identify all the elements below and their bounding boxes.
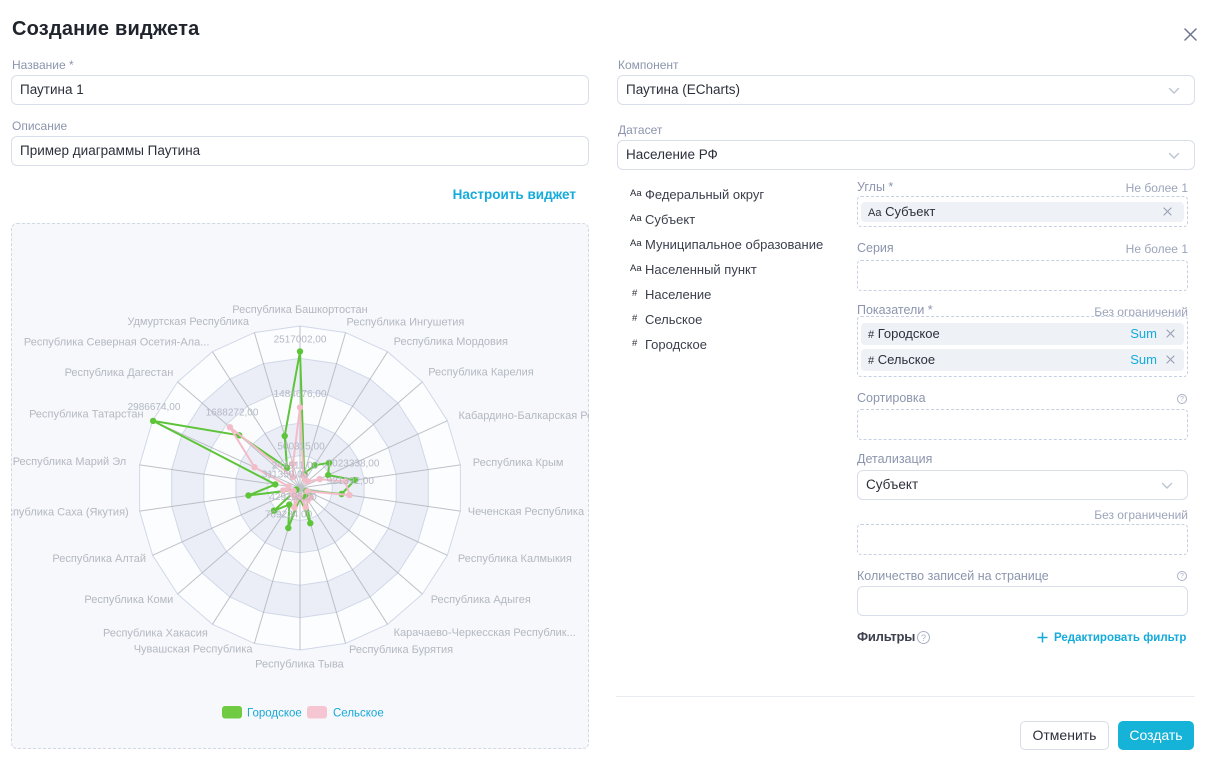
svg-text:429195,00: 429195,00 bbox=[269, 492, 317, 503]
svg-text:Республика Мордовия: Республика Мордовия bbox=[394, 336, 508, 348]
svg-text:Республика Саха (Якутия): Республика Саха (Якутия) bbox=[11, 506, 129, 518]
svg-text:Республика Бурятия: Республика Бурятия bbox=[349, 644, 453, 656]
svg-text:Чеченская Республика: Чеченская Республика bbox=[468, 506, 585, 518]
svg-text:921392,00: 921392,00 bbox=[327, 476, 375, 487]
svg-text:Республика Крым: Республика Крым bbox=[473, 457, 564, 469]
svg-text:1023338,00: 1023338,00 bbox=[327, 459, 380, 470]
svg-text:769234,00: 769234,00 bbox=[265, 510, 313, 521]
svg-text:Республика Калмыкия: Республика Калмыкия bbox=[458, 553, 572, 565]
svg-text:Республика Ингушетия: Республика Ингушетия bbox=[347, 317, 465, 329]
svg-text:Республика Тыва: Республика Тыва bbox=[255, 658, 345, 670]
svg-text:Республика Алтай: Республика Алтай bbox=[52, 553, 146, 565]
svg-text:Карачаево-Черкесская Республик: Карачаево-Черкесская Республик... bbox=[394, 627, 576, 639]
svg-text:Республика Карелия: Республика Карелия bbox=[428, 367, 534, 379]
svg-text:Республика Башкортостан: Республика Башкортостан bbox=[232, 304, 367, 316]
svg-text:Республика Коми: Республика Коми bbox=[84, 594, 173, 606]
svg-text:Сельское: Сельское bbox=[333, 708, 384, 720]
svg-text:500315,00: 500315,00 bbox=[277, 442, 325, 453]
svg-text:1484676,00: 1484676,00 bbox=[274, 389, 327, 400]
svg-text:2517002,00: 2517002,00 bbox=[274, 335, 327, 346]
svg-text:1688272,00: 1688272,00 bbox=[206, 408, 259, 419]
svg-text:Республика Татарстан: Республика Татарстан bbox=[29, 409, 144, 421]
svg-text:Республика Северная Осетия-Ала: Республика Северная Осетия-Ала... bbox=[24, 336, 210, 348]
svg-text:2986674,00: 2986674,00 bbox=[128, 402, 181, 413]
svg-text:Республика Адыгея: Республика Адыгея bbox=[431, 594, 531, 606]
svg-text:Чувашская Республика: Чувашская Республика bbox=[134, 643, 254, 655]
svg-text:Удмуртская Республика: Удмуртская Республика bbox=[127, 316, 250, 328]
svg-text:Кабардино-Балкарская Республик: Кабардино-Балкарская Республика bbox=[459, 410, 590, 422]
svg-text:Республика Хакасия: Республика Хакасия bbox=[103, 627, 208, 639]
svg-text:311350,00: 311350,00 bbox=[262, 470, 309, 481]
svg-text:Городское: Городское bbox=[247, 708, 302, 720]
svg-text:Республика Дагестан: Республика Дагестан bbox=[65, 367, 174, 379]
svg-text:244911,00: 244911,00 bbox=[272, 461, 319, 472]
svg-text:Республика Марий Эл: Республика Марий Эл bbox=[13, 456, 126, 468]
